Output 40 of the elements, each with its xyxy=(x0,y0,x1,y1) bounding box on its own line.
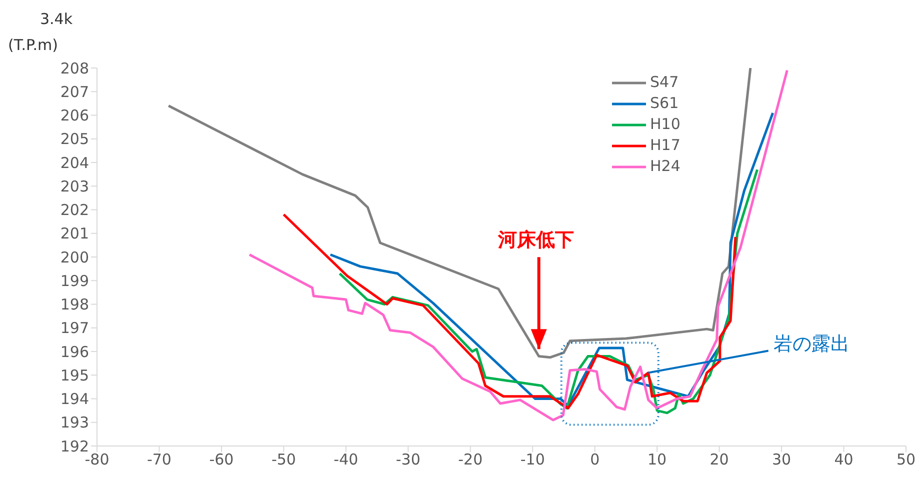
y-tick-label: 200 xyxy=(60,248,89,266)
line-series xyxy=(282,213,737,410)
line-series xyxy=(167,68,752,359)
x-tick-label: -10 xyxy=(520,450,545,469)
annotation: 河床低下 xyxy=(498,228,574,254)
y-tick-label: 202 xyxy=(60,201,89,220)
y-tick-label: 193 xyxy=(60,414,89,432)
legend-label: S61 xyxy=(650,93,679,114)
y-tick-label: 194 xyxy=(60,390,89,408)
legend-label: H24 xyxy=(650,156,680,177)
legend-label: H17 xyxy=(650,135,680,156)
x-tick-label: 0 xyxy=(590,450,600,469)
x-tick-label: -60 xyxy=(209,450,234,469)
x-tick-label: -20 xyxy=(458,450,483,469)
x-tick-label: -70 xyxy=(146,450,172,469)
x-tick-label: 20 xyxy=(710,450,729,469)
y-tick-label: 203 xyxy=(60,177,89,196)
legend-label: S47 xyxy=(650,72,679,93)
x-tick-label: -40 xyxy=(334,450,358,469)
x-tick-label: -50 xyxy=(271,450,296,469)
y-tick-label: 197 xyxy=(60,319,89,338)
y-tick-label: 195 xyxy=(60,366,89,384)
y-tick-label: 207 xyxy=(60,82,89,101)
text: (T.P.m) xyxy=(8,36,58,54)
x-tick-label: -30 xyxy=(396,450,420,469)
x-tick-label: 10 xyxy=(648,450,667,469)
y-tick-label: 208 xyxy=(60,59,89,78)
legend-label: H10 xyxy=(650,114,680,135)
y-tick-label: 199 xyxy=(60,272,89,290)
x-tick-label: 50 xyxy=(896,450,916,469)
y-tick-label: 204 xyxy=(60,154,89,172)
y-tick-label: 201 xyxy=(60,224,89,243)
y-tick-label: 205 xyxy=(60,130,89,148)
text: 3.4k xyxy=(40,10,73,28)
x-tick-label: 30 xyxy=(772,450,792,469)
y-tick-label: 206 xyxy=(60,106,89,125)
x-tick-label: 40 xyxy=(834,450,854,469)
y-tick-label: 198 xyxy=(60,296,89,314)
annotation: 岩の露出 xyxy=(773,332,850,357)
y-tick-label: 196 xyxy=(60,342,89,361)
